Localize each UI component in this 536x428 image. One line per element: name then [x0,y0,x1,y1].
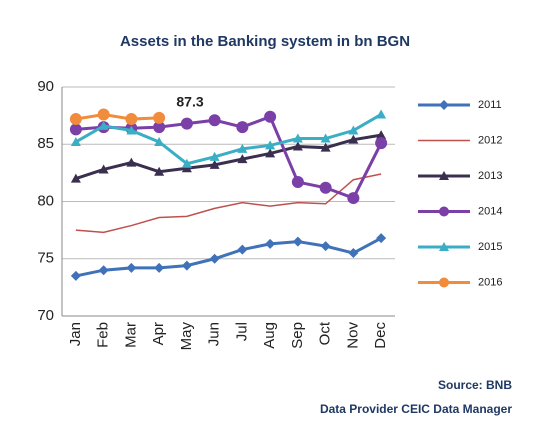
marker [154,166,165,176]
marker [347,192,360,205]
marker [98,120,109,130]
marker [70,270,81,281]
legend-marker [439,277,449,288]
marker [375,137,388,150]
legend-marker [439,206,449,217]
series-line [75,113,382,166]
x-tick-label: Feb [95,322,112,348]
y-tick-label: 90 [37,78,54,95]
y-tick-label: 75 [37,250,54,267]
legend-label: 2013 [478,170,502,182]
y-tick-label: 70 [37,307,54,324]
x-tick-label: Aug [261,322,278,349]
marker [208,114,221,127]
marker [348,125,359,135]
marker [292,141,303,151]
marker [70,136,81,146]
x-tick-label: Jan [67,322,84,346]
marker [125,113,138,126]
x-tick-label: Jun [206,322,223,346]
marker [265,148,276,158]
marker [181,163,192,173]
series-line [75,236,382,278]
legend-marker [439,242,449,251]
marker [209,151,220,161]
x-tick-label: Nov [344,322,361,349]
marker [348,248,359,259]
x-tick-label: Apr [150,322,167,345]
marker [97,108,110,121]
marker [98,164,109,174]
x-tick-label: Mar [122,322,139,348]
marker [292,236,303,247]
marker [291,176,304,189]
legend-label: 2014 [478,205,502,217]
series-line [75,133,382,181]
marker [264,110,277,123]
x-tick-label: Jul [233,322,250,341]
marker [153,121,166,134]
marker [181,158,192,168]
legend-marker [439,171,449,180]
marker [209,253,220,264]
marker [126,157,137,167]
provider: Data Provider CEIC Data Manager [320,402,512,416]
x-tick-label: Dec [372,322,389,349]
y-tick-label: 80 [37,192,54,209]
marker [237,154,248,164]
source: Source: BNB [438,378,512,392]
marker [154,136,165,146]
series-line [75,112,160,121]
marker [265,140,276,150]
marker [376,130,387,140]
marker [320,241,331,252]
marker [292,133,303,143]
marker [348,134,359,144]
marker [70,173,81,183]
chart-title: Assets in the Banking system in bn BGN [120,33,410,50]
legend-marker [439,100,449,110]
marker [69,113,82,126]
marker [126,125,137,135]
marker [153,111,166,124]
marker [320,142,331,152]
x-tick-label: Oct [317,321,334,345]
x-tick-label: Sep [289,322,306,349]
legend-label: 2016 [478,276,502,288]
marker [69,123,82,136]
marker [98,265,109,276]
marker [154,262,165,273]
x-tick-label: May [178,322,195,351]
legend-label: 2012 [478,134,502,146]
annotation: 87.3 [176,94,203,110]
marker [320,133,331,143]
series-line [75,173,382,234]
y-tick-label: 85 [37,135,54,152]
marker [126,262,137,273]
marker [236,121,249,134]
marker [319,181,332,194]
legend-label: 2015 [478,241,502,253]
marker [376,233,387,244]
marker [265,238,276,249]
marker [376,109,387,119]
marker [181,260,192,271]
legend-label: 2011 [478,99,502,111]
marker [237,143,248,153]
marker [209,159,220,169]
marker [237,244,248,255]
marker [180,117,193,130]
